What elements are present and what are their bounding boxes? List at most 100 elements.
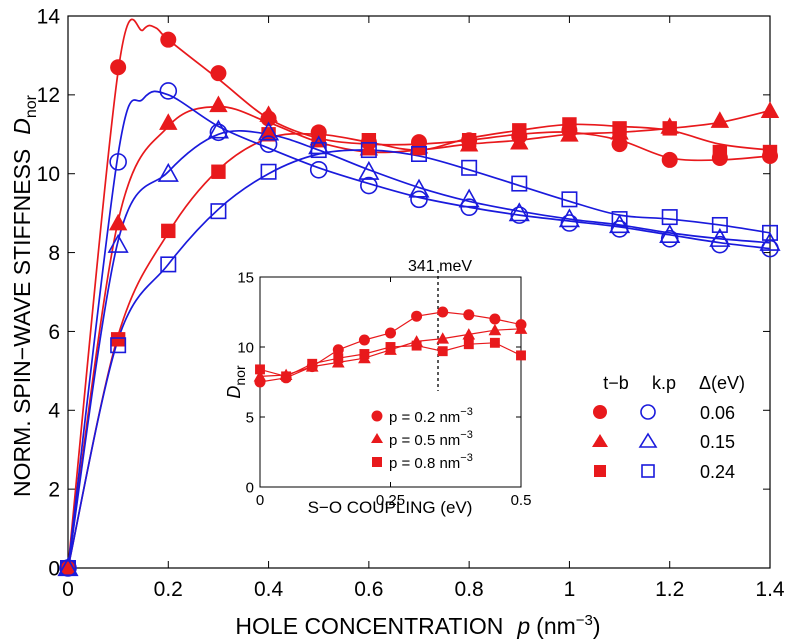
inset-data-point-square xyxy=(437,346,448,357)
inset-data-point-triangle xyxy=(462,328,476,340)
data-point-kp-triangle xyxy=(709,227,731,247)
x-tick-label: 1.4 xyxy=(755,578,785,601)
x-tick-label: 0.8 xyxy=(455,578,484,601)
data-point-kp-triangle xyxy=(308,135,330,155)
inset-data-point-square xyxy=(385,342,396,352)
y-tick-label: 2 xyxy=(48,478,60,501)
y-tick-label: 10 xyxy=(37,163,60,186)
data-point-kp-circle xyxy=(560,214,579,232)
inset-legend-label: p = 0.8 nm−3 xyxy=(389,452,473,472)
inset-legend: p = 0.2 nm−3 p = 0.5 nm−3 p = 0.8 nm−3 xyxy=(371,406,473,472)
data-point-tb-triangle xyxy=(710,111,730,128)
data-point-tb-circle xyxy=(160,31,177,48)
data-point-tb-circle xyxy=(210,65,227,82)
data-point-kp-circle xyxy=(159,82,178,100)
x-tick-label: 0 xyxy=(256,492,264,509)
inset-data-point-triangle xyxy=(514,322,528,334)
data-point-tb-circle xyxy=(611,136,628,153)
data-point-kp-triangle xyxy=(258,121,280,141)
inset-data-point-square xyxy=(281,371,292,382)
legend-tb-square-marker xyxy=(594,465,606,477)
inset-data-point-square xyxy=(359,349,370,359)
x-tick-label: 0.25 xyxy=(376,492,405,509)
y-tick-label: 6 xyxy=(48,321,60,344)
data-point-tb-square xyxy=(361,133,377,148)
data-point-kp-square xyxy=(160,256,177,273)
y-tick-label: 10 xyxy=(237,339,254,356)
data-point-kp-square xyxy=(210,203,227,220)
data-point-tb-square xyxy=(461,133,477,148)
data-point-tb-square xyxy=(612,121,627,136)
x-tick-label: 0 xyxy=(62,578,74,601)
inset-data-point-square xyxy=(255,364,265,375)
main-y-ticks: 0 2 4 6 8 10 12 14 xyxy=(37,5,770,580)
data-point-kp-triangle xyxy=(558,208,580,228)
data-point-kp-square xyxy=(260,163,277,180)
legend-tb-triangle-marker xyxy=(592,434,608,447)
data-point-tb-square xyxy=(211,164,226,179)
inset-data-point-circle xyxy=(489,313,501,325)
legend-kp-square-marker xyxy=(641,464,655,478)
data-point-kp-circle xyxy=(410,190,428,209)
x-tick-label: 0.4 xyxy=(254,578,284,601)
inset-data-point-circle xyxy=(411,310,423,322)
y-tick-label: 5 xyxy=(246,409,254,426)
data-point-kp-square xyxy=(511,175,528,192)
data-point-kp-circle xyxy=(360,176,378,195)
inset-data-point-square xyxy=(463,339,474,350)
inset-markers xyxy=(253,306,528,388)
inset-y-axis-label: Dnor xyxy=(224,365,248,399)
data-point-kp-square xyxy=(611,211,628,228)
data-point-tb-circle xyxy=(661,151,678,168)
legend-header-delta: Δ(eV) xyxy=(699,373,745,393)
data-point-kp-square xyxy=(110,337,127,354)
inset-legend-label: p = 0.2 nm−3 xyxy=(389,406,473,426)
data-point-tb-circle xyxy=(110,59,127,76)
inset-legend-circle-marker xyxy=(371,410,383,422)
inset-data-point-circle xyxy=(463,309,475,321)
inset-data-point-square xyxy=(489,337,500,348)
data-point-tb-square xyxy=(512,123,527,138)
inset-data-point-triangle xyxy=(488,323,502,336)
data-point-kp-triangle xyxy=(107,233,129,253)
inset-chart: 0 0.25 0.5 0 5 10 15 341 meV S−O COUPLING (eV… xyxy=(214,252,552,517)
inset-data-point-square xyxy=(307,358,318,369)
legend-tb-circle-marker xyxy=(593,405,607,419)
data-point-tb-triangle xyxy=(159,113,178,130)
data-point-tb-square xyxy=(662,121,677,136)
inset-legend-label: p = 0.5 nm−3 xyxy=(389,429,473,449)
y-tick-label: 0 xyxy=(246,479,254,496)
data-point-kp-triangle xyxy=(508,202,530,222)
data-point-kp-circle xyxy=(610,220,629,238)
legend-delta-label: 0.06 xyxy=(700,403,735,423)
data-point-kp-circle xyxy=(510,206,529,224)
data-point-kp-triangle xyxy=(759,231,781,251)
legend-header-kp: k.p xyxy=(652,373,676,393)
data-point-kp-circle xyxy=(109,153,127,171)
main-plot-frame xyxy=(67,15,771,569)
data-point-kp-square xyxy=(410,146,427,163)
series-line-kp-square xyxy=(67,149,771,569)
data-point-kp-square xyxy=(761,224,778,241)
inset-x-ticks: 0 0.25 0.5 xyxy=(256,277,531,509)
data-point-kp-square xyxy=(360,142,377,159)
data-point-tb-triangle xyxy=(560,125,579,142)
data-point-tb-square xyxy=(562,117,577,132)
legend-kp-triangle-marker xyxy=(638,432,658,448)
x-tick-label: 0.2 xyxy=(154,578,183,601)
main-x-ticks: 0 0.2 0.4 0.6 0.8 1 1.2 1.4 xyxy=(62,16,785,601)
data-point-kp-triangle xyxy=(358,160,380,180)
legend-header-tb: t−b xyxy=(603,373,629,393)
data-point-kp-triangle xyxy=(207,119,229,139)
data-point-tb-square xyxy=(411,140,427,156)
data-point-tb-triangle xyxy=(108,213,128,231)
y-tick-label: 4 xyxy=(48,400,60,423)
data-point-kp-triangle xyxy=(659,223,681,243)
data-point-kp-triangle xyxy=(609,214,631,234)
x-tick-label: 0.6 xyxy=(354,578,383,601)
data-point-kp-square xyxy=(461,159,478,176)
data-point-tb-triangle xyxy=(760,101,780,118)
main-markers xyxy=(57,31,781,577)
data-point-kp-triangle xyxy=(408,178,430,198)
series-line-tb-square xyxy=(67,123,771,569)
